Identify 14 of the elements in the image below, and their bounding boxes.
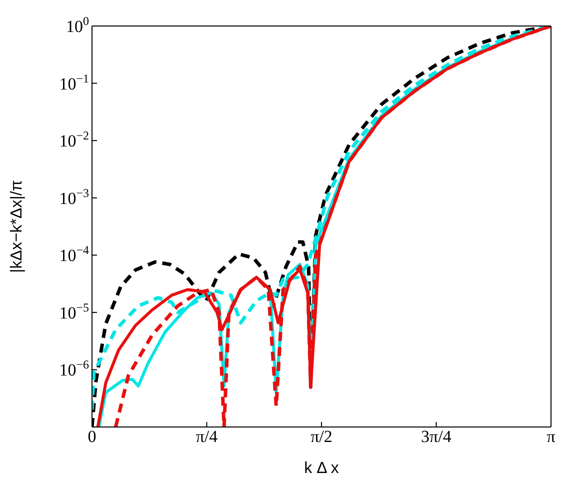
y-tick-label: 10$^{−1}$: [59, 71, 89, 94]
y-axis-title: |kΔx−k*Δx|/π: [8, 180, 26, 273]
x-tick-label: π/2: [310, 427, 332, 446]
x-axis-title: k Δ x: [304, 460, 339, 477]
y-tick-label: 10$^{−3}$: [59, 186, 89, 208]
y-tick-label: 10$^{0}$: [66, 14, 89, 36]
x-tick-label: 3π/4: [421, 427, 452, 446]
y-tick-label: 10$^{−2}$: [59, 128, 89, 151]
x-tick-label: π/4: [196, 427, 218, 446]
y-tick-label: 10$^{−5}$: [59, 300, 89, 322]
x-tick-label: π: [546, 427, 556, 446]
y-tick-label: 10$^{−4}$: [59, 243, 89, 266]
x-tick-label: 0: [88, 427, 96, 446]
y-tick-label: 10$^{−6}$: [59, 358, 89, 380]
